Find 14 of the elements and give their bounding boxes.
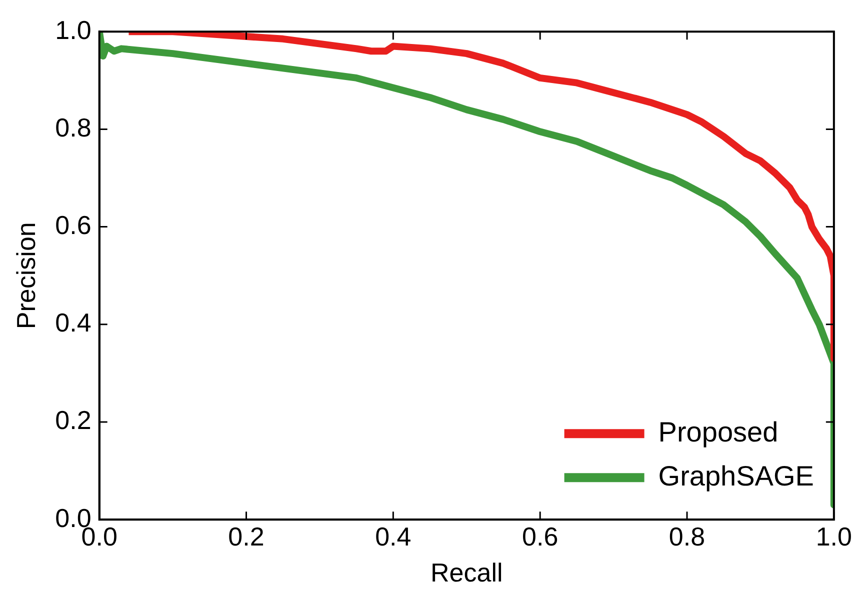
y-tick-label: 1.0 [55,14,92,45]
x-tick-label: 0.8 [668,521,706,552]
x-axis-title: Recall [430,558,503,588]
y-axis-title: Precision [10,222,41,330]
y-tick-label: 0.4 [55,308,92,338]
x-tick-label: 0.6 [522,521,558,552]
legend-label: Proposed [658,416,778,448]
x-tick-label: 0.2 [228,521,264,552]
x-tick-label: 0.4 [375,521,412,552]
x-tick-label: 1.0 [816,521,852,552]
legend-label: GraphSAGE [658,460,814,492]
y-tick-label: 0.2 [55,405,92,436]
y-tick-label: 0.6 [55,210,92,240]
y-tick-label: 0.8 [55,112,92,142]
